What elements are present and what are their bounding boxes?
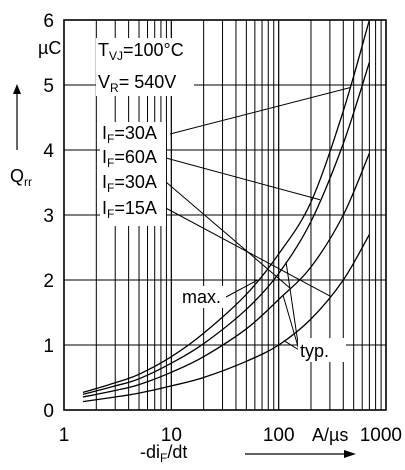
series-label-if30-typ: IF=30A: [102, 172, 157, 195]
series-label-if30-typ-main: I: [102, 172, 107, 192]
series-leader-2: [165, 181, 291, 289]
series-label-if60-sub: F: [107, 156, 114, 170]
condition-vr-value: = 540V: [119, 72, 177, 92]
series-label-if30-typ-value: =30A: [114, 172, 157, 192]
y-axis-title-main: Q: [10, 166, 24, 186]
x-axis-title: -diF/dt: [140, 442, 187, 465]
series-line-2: [82, 153, 370, 398]
typ-leader: [282, 295, 300, 351]
y-tick-label: 0: [43, 401, 54, 422]
condition-tvj-sub: VJ: [109, 49, 123, 63]
y-tick-label: 2: [43, 271, 54, 292]
curves: [82, 19, 371, 403]
series-label-if30-max-value: =30A: [114, 123, 157, 143]
series-label-if30-max: IF=30A: [102, 123, 157, 146]
x-tick-label: 1: [59, 425, 70, 446]
series-line-3: [82, 234, 370, 403]
series-label-if60-value: =60A: [114, 147, 157, 167]
series-label-if15: IF=15A: [102, 198, 157, 221]
condition-vr-sub: R: [110, 81, 119, 95]
max-leader: [225, 279, 259, 298]
y-axis-title-sub: rr: [24, 175, 32, 189]
series-line-1: [82, 62, 371, 396]
y-axis-title: Qrr: [10, 166, 32, 189]
x-axis-unit: A/µs: [312, 425, 348, 445]
series-label-if15-value: =15A: [114, 198, 157, 218]
typ-annotation-backdrop: [298, 338, 346, 362]
series-label-if60: IF=60A: [102, 147, 157, 170]
max-annotation-backdrop: [180, 286, 226, 308]
typ-leader: [285, 261, 300, 351]
condition-vr-main: V: [98, 72, 110, 92]
plot-frame: [63, 19, 387, 411]
series-label-if30-max-main: I: [102, 123, 107, 143]
typ-leader: [283, 340, 300, 351]
series-label-if60-main: I: [102, 147, 107, 167]
condition-vr: VR= 540V: [98, 72, 176, 95]
series-label-if15-sub: F: [107, 207, 114, 221]
y-tick-label: 1: [43, 336, 54, 357]
typ-annotation: typ.: [300, 341, 329, 361]
series-labels: IF=30A IF=60A IF=30A IF=15A: [100, 122, 166, 226]
series-leader-3: [161, 205, 331, 297]
y-axis-label: µC Qrr: [10, 38, 61, 189]
y-tick-label: 4: [43, 141, 54, 162]
x-axis-arrowhead: [344, 450, 356, 458]
x-axis-title-prefix: -di: [140, 442, 160, 462]
y-tick-label: 3: [43, 206, 54, 227]
x-axis-label: -diF/dt A/µs: [140, 425, 356, 465]
y-tick-label: 5: [43, 76, 54, 97]
max-annotation: max.: [182, 287, 221, 307]
series-label-if15-main: I: [102, 198, 107, 218]
condition-tvj-main: T: [98, 40, 109, 60]
series-label-if30-max-sub: F: [107, 132, 114, 146]
x-axis-title-suffix: /dt: [167, 442, 187, 462]
leader-lines: [161, 87, 351, 351]
x-tick-label: 1000: [360, 425, 402, 446]
conditions-backdrop: [96, 38, 194, 96]
series-label-if30-typ-sub: F: [107, 181, 114, 195]
series-leader-0: [169, 87, 351, 135]
x-tick-label: 100: [263, 425, 295, 446]
conditions: TVJ=100°C VR= 540V: [96, 38, 194, 96]
y-axis-unit: µC: [38, 38, 61, 58]
x-tick-label: 10: [161, 425, 182, 446]
x-axis-title-sub: F: [160, 451, 167, 465]
series-labels-backdrop: [100, 122, 166, 226]
condition-tvj-value: =100°C: [123, 40, 184, 60]
y-tick-label: 6: [43, 11, 54, 32]
condition-tvj: TVJ=100°C: [98, 40, 184, 63]
series-leader-1: [165, 157, 321, 201]
y-axis-arrowhead: [13, 84, 21, 94]
series-line-0: [82, 19, 371, 394]
